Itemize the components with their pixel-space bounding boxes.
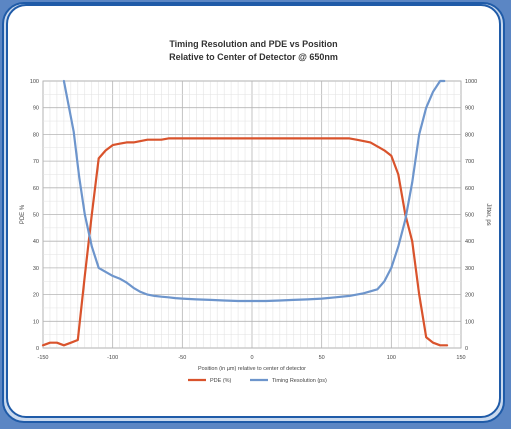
y-right-tick-label: 300 <box>465 266 474 272</box>
y-right-tick-label: 500 <box>465 213 474 219</box>
timing-resolution-series-line <box>62 79 446 303</box>
y-left-tick-label: 40 <box>33 239 39 245</box>
y-left-tick-label: 70 <box>33 159 39 165</box>
y-left-tick-label: 0 <box>36 346 39 352</box>
y-left-tick-label: 80 <box>33 132 39 138</box>
chart-panel: Timing Resolution and PDE vs Position Re… <box>6 4 501 418</box>
y-left-tick-label: 60 <box>33 186 39 192</box>
x-tick-label: -150 <box>37 355 48 361</box>
y-left-tick-label: 50 <box>33 213 39 219</box>
y-right-tick-label: 100 <box>465 319 474 325</box>
chart-svg: -150 -100 -50 0 50 100 15001020304050607080901… <box>20 79 491 384</box>
x-axis-label: Position (in µm) relative to center of d… <box>198 366 306 372</box>
y-right-tick-label: 200 <box>465 293 474 299</box>
y-right-tick-label: 800 <box>465 132 474 138</box>
y-left-tick-label: 100 <box>30 79 39 85</box>
x-tick-label: 150 <box>456 355 465 361</box>
chart-subtitle: Relative to Center of Detector @ 650nm <box>169 52 338 62</box>
y-right-tick-label: 400 <box>465 239 474 245</box>
y-left-tick-label: 10 <box>33 319 39 325</box>
pde-series-line <box>41 137 449 347</box>
y-right-tick-label: 600 <box>465 186 474 192</box>
y-left-axis-label: PDE % <box>20 204 26 224</box>
y-left-tick-label: 90 <box>33 106 39 112</box>
x-tick-label: 50 <box>319 355 325 361</box>
x-tick-label: -100 <box>107 355 118 361</box>
y-right-tick-label: 900 <box>465 106 474 112</box>
y-right-tick-label: 700 <box>465 159 474 165</box>
x-tick-label: 100 <box>387 355 396 361</box>
legend-label-timing-resolution: Timing Resolution (ps) <box>272 378 327 384</box>
legend-label-pde: PDE (%) <box>210 378 232 384</box>
x-tick-label: -50 <box>178 355 186 361</box>
chart-title: Timing Resolution and PDE vs Position <box>169 39 338 49</box>
x-tick-label: 0 <box>250 355 253 361</box>
y-right-axis-label: Jitter, ps <box>485 203 491 225</box>
y-left-tick-label: 20 <box>33 293 39 299</box>
y-right-tick-label: 1000 <box>465 79 477 85</box>
y-right-tick-label: 0 <box>465 346 468 352</box>
y-left-tick-label: 30 <box>33 266 39 272</box>
